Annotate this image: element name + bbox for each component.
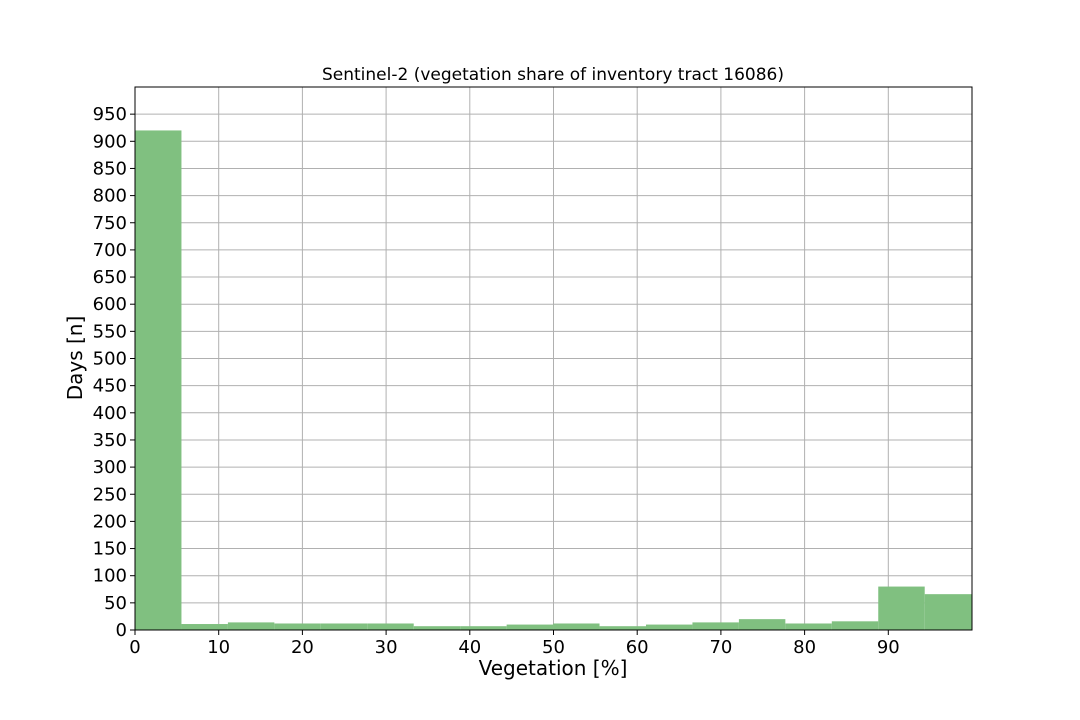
histogram-bar-2 (227, 622, 275, 630)
x-tick-label-5: 50 (542, 637, 565, 658)
histogram-bar-0 (135, 130, 182, 630)
histogram-bar-16 (878, 586, 925, 630)
x-tick-label-8: 80 (793, 637, 816, 658)
histogram-bar-17 (924, 594, 972, 630)
histogram-bar-3 (274, 623, 321, 630)
y-tick-label-7: 350 (93, 430, 127, 451)
y-tick-label-18: 900 (93, 131, 127, 152)
y-tick-label-12: 600 (93, 294, 127, 315)
histogram-bar-8 (506, 624, 554, 630)
y-tick-label-17: 850 (93, 158, 127, 179)
y-tick-label-0: 0 (116, 620, 127, 641)
y-tick-label-2: 100 (93, 566, 127, 587)
histogram-bars (135, 130, 972, 630)
x-axis-label: Vegetation [%] (479, 656, 628, 680)
y-axis-label: Days [n] (63, 316, 87, 401)
y-tick-label-14: 700 (93, 240, 127, 261)
x-tick-label-1: 10 (207, 637, 230, 658)
y-tick-label-5: 250 (93, 484, 127, 505)
y-axis-ticks: 0 50 100 150 200 250 300 350 400 450 500 550 600 650 7… (93, 104, 135, 641)
y-tick-label-1: 50 (104, 593, 127, 614)
histogram-bar-1 (181, 624, 228, 630)
histogram-bar-11 (645, 624, 693, 630)
x-tick-label-9: 90 (877, 637, 900, 658)
x-tick-label-6: 60 (626, 637, 649, 658)
histogram-bar-9 (553, 623, 600, 630)
x-axis-ticks: 0 10 20 30 40 50 60 70 80 90 (129, 630, 900, 658)
y-tick-label-3: 150 (93, 539, 127, 560)
x-tick-label-3: 30 (375, 637, 398, 658)
histogram-bar-5 (367, 623, 414, 630)
histogram-bar-13 (738, 619, 786, 630)
x-tick-label-2: 20 (291, 637, 314, 658)
y-tick-label-16: 800 (93, 186, 127, 207)
histogram-bar-12 (692, 622, 739, 630)
y-tick-label-9: 450 (93, 376, 127, 397)
histogram-bar-7 (460, 626, 507, 630)
y-tick-label-15: 750 (93, 213, 127, 234)
y-tick-label-4: 200 (93, 511, 127, 532)
y-tick-label-8: 400 (93, 403, 127, 424)
y-tick-label-19: 950 (93, 104, 127, 125)
histogram-bar-15 (831, 621, 879, 630)
x-tick-label-4: 40 (458, 637, 481, 658)
x-tick-label-7: 70 (709, 637, 732, 658)
y-tick-label-6: 300 (93, 457, 127, 478)
histogram-bar-10 (599, 626, 646, 630)
y-tick-label-11: 550 (93, 321, 127, 342)
x-tick-label-0: 0 (129, 637, 140, 658)
y-tick-label-13: 650 (93, 267, 127, 288)
grid-lines (134, 87, 972, 631)
histogram-bar-14 (785, 623, 832, 630)
y-tick-label-10: 500 (93, 349, 127, 370)
chart-title: Sentinel-2 (vegetation share of inventor… (322, 65, 784, 85)
histogram-bar-4 (320, 623, 368, 630)
histogram-bar-6 (413, 626, 461, 630)
